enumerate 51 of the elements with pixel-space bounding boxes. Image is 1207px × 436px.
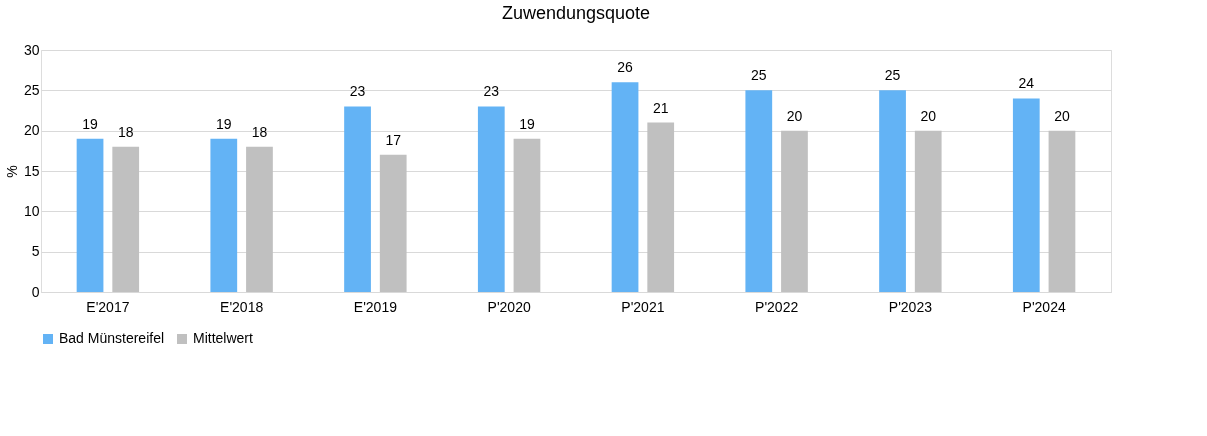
legend-label: Bad Münstereifel bbox=[59, 330, 165, 346]
legend-label: Mittelwert bbox=[193, 330, 254, 346]
chart-title: Zuwendungsquote bbox=[501, 3, 651, 23]
data-label: 19 bbox=[216, 115, 232, 132]
data-label: 23 bbox=[483, 83, 500, 100]
bar bbox=[914, 130, 942, 292]
bar bbox=[1048, 130, 1076, 292]
x-tick-label: P'2023 bbox=[888, 298, 933, 315]
x-tick-label: P'2021 bbox=[621, 298, 665, 315]
x-tick-label: P'2020 bbox=[487, 298, 531, 315]
bar bbox=[379, 154, 407, 292]
bar bbox=[477, 106, 505, 292]
y-tick-label: 15 bbox=[23, 162, 40, 179]
y-axis-title: % bbox=[3, 165, 20, 178]
bar bbox=[1012, 98, 1040, 292]
data-label: 25 bbox=[884, 67, 901, 84]
data-label: 18 bbox=[251, 123, 268, 140]
x-tick-label: P'2024 bbox=[1022, 298, 1066, 315]
data-label: 19 bbox=[82, 115, 99, 132]
x-tick-label: E'2019 bbox=[353, 298, 398, 315]
data-label: 24 bbox=[1018, 75, 1035, 92]
bar bbox=[210, 138, 238, 292]
y-tick-label: 20 bbox=[23, 122, 40, 139]
y-tick-label: 30 bbox=[23, 41, 40, 58]
data-label: 21 bbox=[652, 99, 669, 116]
bar bbox=[112, 146, 140, 292]
bar bbox=[879, 90, 906, 292]
data-label: 20 bbox=[786, 107, 803, 124]
x-tick-label: P'2022 bbox=[755, 298, 799, 315]
bar bbox=[745, 90, 773, 292]
y-tick-label: 5 bbox=[31, 243, 40, 260]
data-label: 26 bbox=[617, 59, 634, 76]
data-label: 20 bbox=[920, 107, 937, 124]
data-label: 19 bbox=[519, 115, 535, 132]
bar bbox=[246, 146, 273, 292]
data-label: 17 bbox=[385, 131, 402, 148]
bar bbox=[513, 138, 541, 292]
bar bbox=[611, 82, 639, 292]
bar bbox=[76, 138, 104, 292]
x-tick-label: E'2017 bbox=[86, 298, 130, 315]
bar bbox=[647, 122, 675, 292]
y-tick-label: 10 bbox=[23, 202, 40, 219]
bar bbox=[344, 106, 371, 292]
data-label: 23 bbox=[349, 83, 366, 100]
y-tick-label: 25 bbox=[23, 81, 40, 98]
bar bbox=[781, 130, 808, 292]
data-label: 25 bbox=[751, 67, 767, 84]
y-tick-label: 0 bbox=[31, 283, 40, 300]
data-label: 20 bbox=[1054, 107, 1070, 124]
x-tick-label: E'2018 bbox=[220, 298, 264, 315]
data-label: 18 bbox=[117, 123, 134, 140]
